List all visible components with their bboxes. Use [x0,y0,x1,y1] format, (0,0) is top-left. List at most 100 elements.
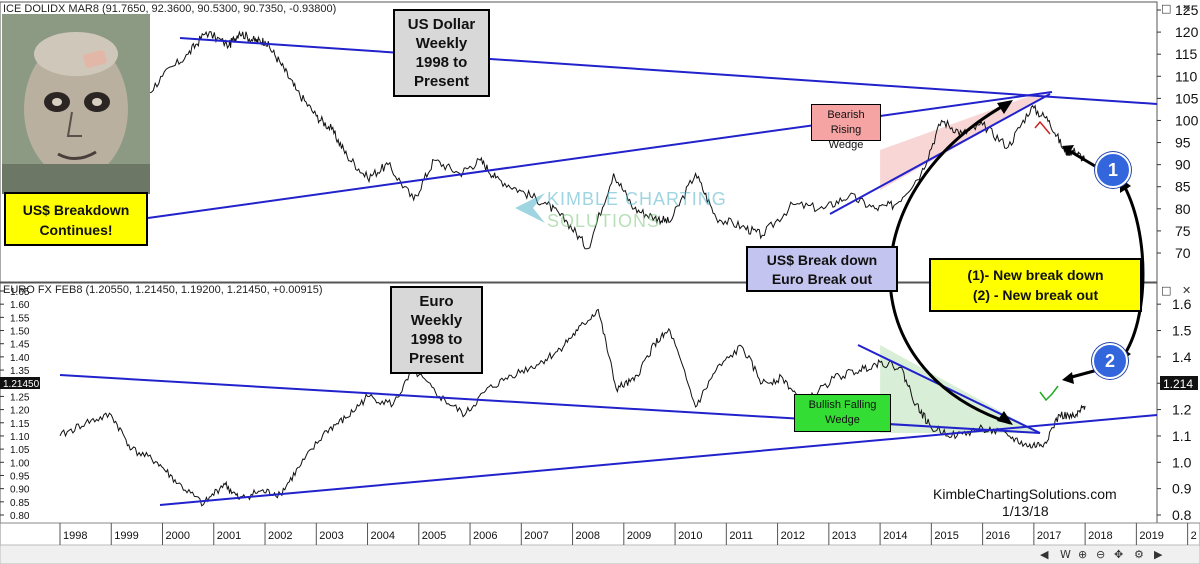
watermark-line1: KIMBLE CHARTING [547,189,727,209]
credit-date: 1/13/18 [1002,503,1049,519]
zoom-out-button[interactable]: ⊖ [1096,548,1106,561]
arrowhead-bottom [997,411,1013,425]
euro-last-value-left: 1.21450 [3,379,40,390]
usd-y-tick-label: 115 [1175,46,1198,62]
arc-arrow-right [1120,181,1145,359]
arrowhead-usd-end [1062,145,1074,156]
usd-lower-trendline [147,91,1053,219]
euro-left-tick-label: 1.60 [10,300,30,311]
arrowhead-top [997,100,1013,114]
watermark-logo: KIMBLE CHARTING SOLUTIONS [513,185,733,245]
x-tick-label: 1998 [63,530,87,542]
bullish-wedge-fill [880,345,1040,433]
x-tick-label: 2005 [422,530,446,542]
scroll-left-button[interactable]: ◀ [1040,548,1049,561]
x-tick-label: 2015 [934,530,958,542]
franklin-portrait-image [2,14,150,194]
usd-y-tick-label: 120 [1175,24,1199,40]
x-tick-label: 2010 [678,530,702,542]
usd-title-box: US Dollar Weekly 1998 to Present [393,9,490,97]
euro-lower-trendline [159,414,1158,506]
close-button[interactable]: ✕ [1182,2,1192,15]
x-tick-label: 2014 [883,530,907,542]
euro-title-box: Euro Weekly 1998 to Present [390,286,483,374]
x-tick-label: 2018 [1088,530,1112,542]
euro-left-tick-label: 1.15 [10,419,30,430]
usd-future-path [1034,120,1051,135]
euro-left-tick-label: 1.55 [10,313,30,324]
marker-1-badge: 1 [1095,152,1131,188]
usd-y-tick-label: 85 [1175,179,1191,195]
credit-site: KimbleChartingSolutions.com [933,486,1117,502]
x-tick-label: 2 [1191,530,1197,542]
euro-left-tick-label: 0.90 [10,485,30,496]
euro-right-tick-label: 1.1 [1172,428,1192,444]
x-tick-label: 2016 [986,530,1010,542]
maximize-button[interactable]: □ [1161,2,1172,15]
euro-left-tick-label: 1.40 [10,353,30,364]
euro-left-tick-label: 1.20 [10,406,30,417]
euro-last-value-left-tag [0,377,40,389]
usd-y-tick-label: 100 [1175,112,1199,128]
x-tick-label: 2002 [268,530,292,542]
usd-price-line [59,30,1086,250]
x-tick-label: 2003 [319,530,343,542]
x-tick-label: 2019 [1139,530,1163,542]
euro-price-line [59,308,1086,507]
settings-button[interactable]: ⚙ [1134,548,1144,561]
euro-left-tick-label: 1.45 [10,340,30,351]
x-tick-label: 2017 [1037,530,1061,542]
x-tick-label: 2008 [576,530,600,542]
euro-left-tick-label: 1.50 [10,327,30,338]
euro-right-tick-label: 0.8 [1172,507,1192,523]
usd-y-tick-label: 125 [1175,2,1199,18]
usd-y-tick-label: 105 [1175,90,1199,106]
usd-price-series [59,30,1086,250]
euro-left-tick-label: 0.80 [10,511,30,522]
x-tick-label: 2006 [473,530,497,542]
euro-right-tick-label: 1.6 [1172,296,1192,312]
x-tick-label: 1999 [114,530,138,542]
x-tick-label: 2000 [166,530,190,542]
bottom-close-button[interactable]: ✕ [1182,284,1192,297]
scroll-right-button[interactable]: ▶ [1154,548,1163,561]
center-break-note: US$ Break down Euro Break out [746,246,898,292]
euro-left-tick-label: 1.25 [10,392,30,403]
x-tick-label: 2013 [832,530,856,542]
euro-left-tick-label: 0.95 [10,471,30,482]
euro-right-tick-label: 1.5 [1172,323,1192,339]
euro-right-tick-label: 1.2 [1172,402,1192,418]
toolbar-w-button[interactable]: W [1060,548,1071,561]
euro-right-tick-label: 1.4 [1172,349,1192,365]
euro-last-value-right: 1.214 [1163,377,1193,391]
bottom-symbol-line: EURO FX FEB8 (1.20550, 1.21450, 1.19200,… [3,284,323,296]
pan-button[interactable]: ✥ [1114,548,1124,561]
usd-y-tick-label: 90 [1175,157,1191,173]
watermark-line2: SOLUTIONS [547,211,661,231]
x-tick-label: 2011 [729,530,753,542]
euro-wedge-upper-line [857,344,1041,434]
yellow-summary-note: (1)- New break down (2) - New break out [929,258,1142,312]
usd-y-tick-label: 80 [1175,201,1191,217]
usd-y-tick-label: 75 [1175,223,1191,239]
euro-last-value-right-tag [1160,376,1198,390]
bearish-wedge-label: Bearish Rising Wedge [811,104,881,151]
euro-right-tick-label: 0.9 [1172,481,1192,497]
x-tick-label: 2009 [627,530,651,542]
axis-tick-labels: 70 75 80 85 90 95 100 105 110 115 120 125 0.8 0.9 1.0 1… [0,2,1199,545]
x-tick-label: 2004 [371,530,395,542]
usd-y-tick-label: 70 [1175,245,1191,261]
zoom-in-button[interactable]: ⊕ [1078,548,1088,561]
marker-2-badge: 2 [1092,343,1128,379]
bottom-maximize-button[interactable]: □ [1161,284,1172,297]
arrowhead-euro-end [1062,372,1074,384]
usd-breakdown-note: US$ Breakdown Continues! [4,192,148,246]
bullish-wedge-label: Bullish Falling Wedge [794,394,891,432]
x-tick-label: 2012 [781,530,805,542]
x-tick-label: 2007 [524,530,548,542]
x-tick-label: 2001 [217,530,241,542]
euro-left-tick-label: 1.10 [10,432,30,443]
euro-right-tick-label: 1.0 [1172,454,1192,470]
